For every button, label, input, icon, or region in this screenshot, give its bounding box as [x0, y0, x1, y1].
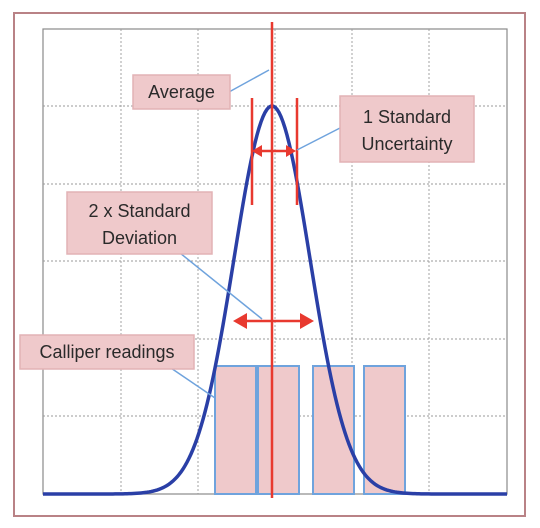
leader-average	[228, 69, 270, 93]
arrow-head-right-icon	[300, 313, 314, 329]
callout-average-text: Average	[148, 82, 215, 102]
callout-one-std: 1 Standard Uncertainty	[339, 95, 475, 163]
arrow-head-right-icon	[286, 145, 296, 157]
one-std-marker	[250, 98, 299, 205]
leader-one-std	[296, 127, 341, 151]
arrow-head-left-icon	[233, 313, 247, 329]
callout-two-std-text-line1: 2 x Standard	[88, 201, 190, 221]
callout-two-std: 2 x Standard Deviation	[66, 191, 213, 255]
callout-readings-box	[19, 334, 195, 370]
leader-two-std	[179, 252, 263, 320]
callout-average: Average	[132, 74, 231, 110]
reading-bar-2	[257, 365, 300, 495]
callout-one-std-box	[339, 95, 475, 163]
callout-average-box	[132, 74, 231, 110]
normal-distribution-curve	[43, 104, 507, 496]
arrow-head-left-icon	[252, 145, 262, 157]
callout-readings: Calliper readings	[19, 334, 195, 370]
reading-bars	[214, 365, 406, 495]
callout-two-std-text-line2: Deviation	[102, 228, 177, 248]
reading-bar-4	[363, 365, 406, 495]
callout-readings-text: Calliper readings	[39, 342, 174, 362]
callout-one-std-text-line2: Uncertainty	[361, 134, 452, 154]
callout-one-std-text-line1: 1 Standard	[363, 107, 451, 127]
reading-bar-1	[214, 365, 257, 495]
two-std-marker	[233, 313, 314, 329]
callout-two-std-box	[66, 191, 213, 255]
